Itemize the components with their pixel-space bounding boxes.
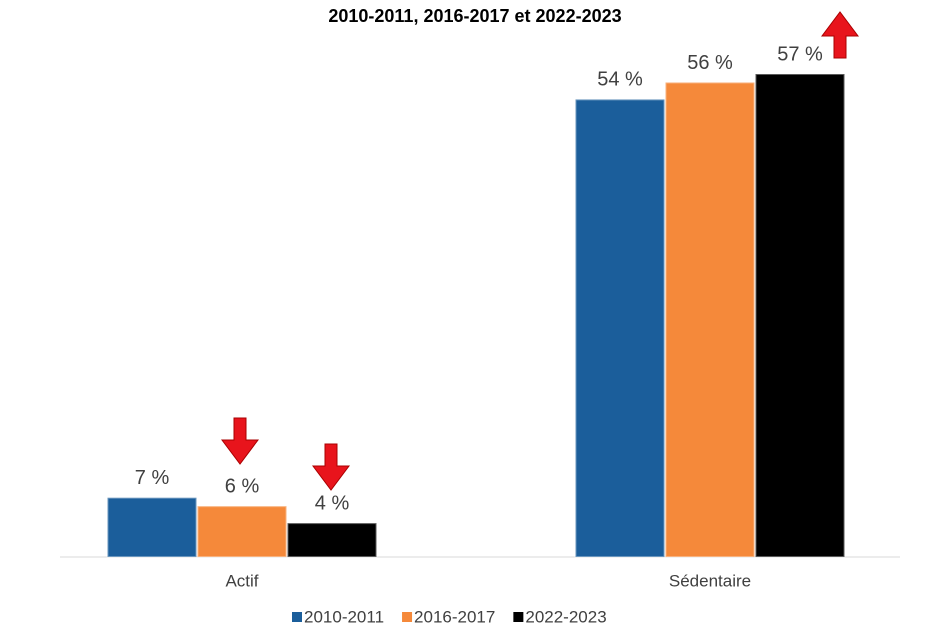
chart-title: 2010-2011, 2016-2017 et 2022-2023 xyxy=(328,6,621,26)
down-arrow xyxy=(312,443,350,491)
legend-swatch xyxy=(402,612,413,622)
down-arrow xyxy=(221,417,259,465)
x-tick-label: Sédentaire xyxy=(669,571,751,590)
value-label: 56 % xyxy=(687,52,733,74)
legend-swatch xyxy=(513,612,524,622)
bar xyxy=(574,98,666,558)
legend-label: 2010-2011 xyxy=(304,607,384,625)
bar xyxy=(106,496,198,558)
value-label: 6 % xyxy=(225,475,260,497)
value-label: 57 % xyxy=(777,43,823,65)
value-label: 4 % xyxy=(315,492,350,514)
value-label: 54 % xyxy=(597,69,643,91)
bar xyxy=(286,522,378,559)
legend-swatch xyxy=(292,612,302,622)
up-arrow xyxy=(821,11,859,59)
x-tick-label: Actif xyxy=(225,571,258,590)
bar xyxy=(196,505,288,559)
bar xyxy=(664,81,756,558)
bar xyxy=(754,73,846,558)
legend-label: 2022-2023 xyxy=(525,607,606,625)
legend-label: 2016-2017 xyxy=(414,607,495,625)
value-label: 7 % xyxy=(135,467,170,489)
